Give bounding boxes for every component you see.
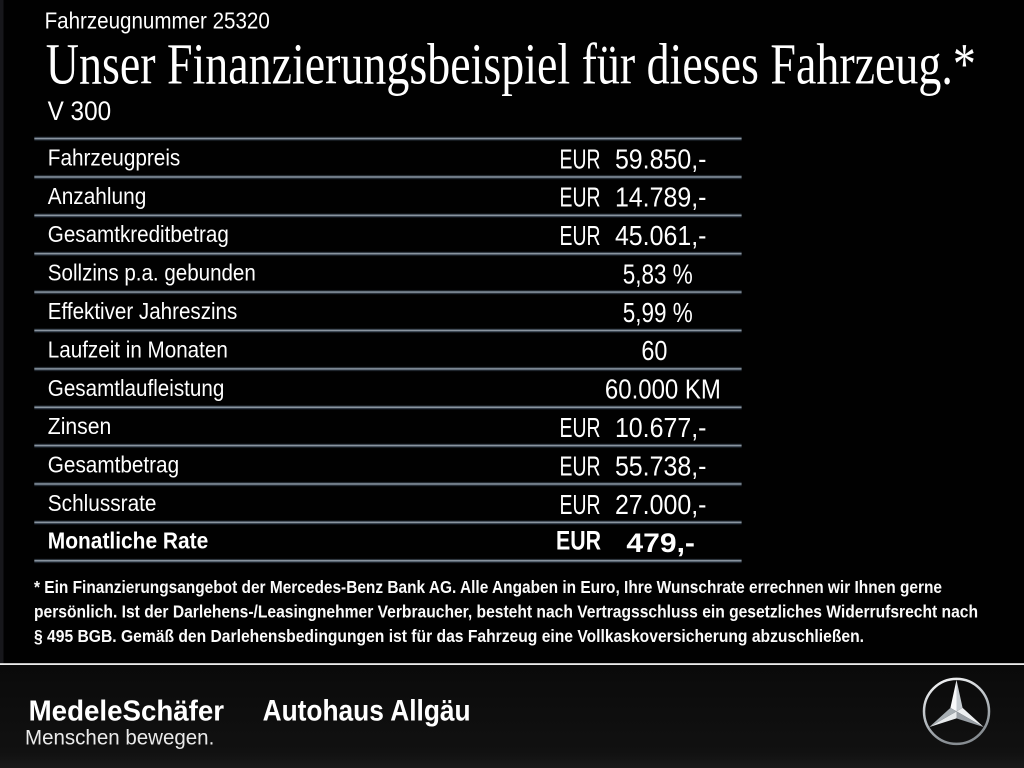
svg-text:EUR: EUR: [560, 412, 601, 443]
svg-text:5,99 %: 5,99 %: [623, 297, 693, 328]
svg-text:Fahrzeugnummer 25320: Fahrzeugnummer 25320: [45, 8, 270, 34]
svg-text:55.738,-: 55.738,-: [615, 450, 707, 481]
svg-text:Gesamtbetrag: Gesamtbetrag: [48, 452, 179, 478]
svg-text:Unser Finanzierungsbeispiel fü: Unser Finanzierungsbeispiel für dieses F…: [46, 32, 976, 97]
svg-text:Schlussrate: Schlussrate: [48, 490, 157, 516]
svg-text:EUR: EUR: [560, 143, 601, 174]
svg-text:EUR: EUR: [560, 182, 601, 213]
svg-text:Monatliche Rate: Monatliche Rate: [48, 528, 209, 554]
svg-text:27.000,-: 27.000,-: [615, 489, 707, 520]
svg-text:§ 495 BGB. Gemäß den Darlehens: § 495 BGB. Gemäß den Darlehensbedingunge…: [34, 626, 864, 646]
svg-text:10.677,-: 10.677,-: [615, 412, 707, 443]
svg-text:14.789,-: 14.789,-: [615, 182, 707, 213]
svg-text:Effektiver Jahreszins: Effektiver Jahreszins: [48, 298, 238, 324]
svg-text:Laufzeit in Monaten: Laufzeit in Monaten: [48, 336, 228, 362]
svg-text:Fahrzeugpreis: Fahrzeugpreis: [48, 145, 181, 171]
svg-text:Zinsen: Zinsen: [48, 413, 112, 439]
svg-text:EUR: EUR: [560, 450, 601, 481]
svg-text:EUR: EUR: [556, 525, 601, 555]
svg-text:V 300: V 300: [48, 96, 112, 126]
svg-text:Gesamtkreditbetrag: Gesamtkreditbetrag: [48, 221, 229, 247]
svg-text:59.850,-: 59.850,-: [615, 143, 707, 174]
svg-text:* Ein Finanzierungsangebot der: * Ein Finanzierungsangebot der Mercedes-…: [34, 577, 942, 597]
svg-text:5,83 %: 5,83 %: [623, 259, 693, 290]
svg-text:Menschen bewegen.: Menschen bewegen.: [25, 727, 214, 750]
svg-text:45.061,-: 45.061,-: [615, 220, 707, 251]
svg-text:479,-: 479,-: [626, 528, 695, 558]
svg-text:MedeleSchäfer: MedeleSchäfer: [29, 696, 225, 728]
svg-text:Gesamtlaufleistung: Gesamtlaufleistung: [48, 375, 225, 401]
svg-text:Autohaus Allgäu: Autohaus Allgäu: [263, 695, 471, 728]
svg-text:EUR: EUR: [560, 220, 601, 251]
svg-text:60.000 KM: 60.000 KM: [605, 374, 721, 405]
svg-text:60: 60: [641, 335, 667, 366]
svg-text:Anzahlung: Anzahlung: [48, 183, 147, 209]
svg-text:persönlich. Ist der Darlehens-: persönlich. Ist der Darlehens-/Leasingne…: [34, 601, 978, 621]
svg-text:Sollzins p.a. gebunden: Sollzins p.a. gebunden: [48, 260, 256, 286]
svg-text:EUR: EUR: [560, 489, 601, 520]
